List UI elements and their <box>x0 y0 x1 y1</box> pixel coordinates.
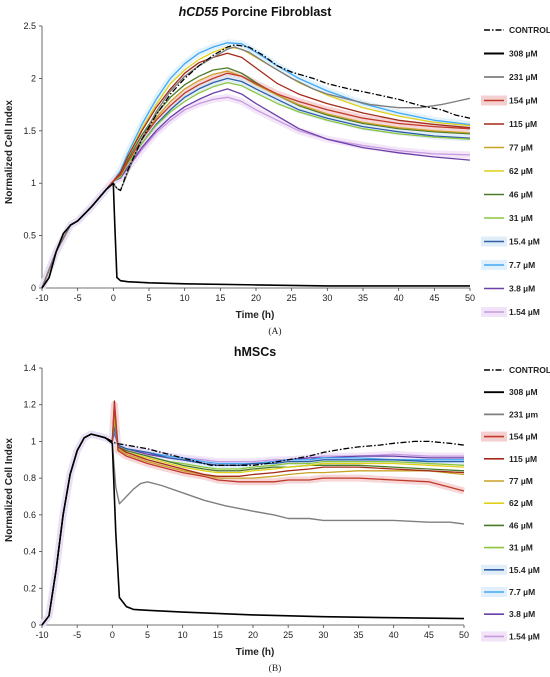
chart-b-legend-label: 1.54 µM <box>509 631 540 641</box>
chart-b-legend-label: 308 µM <box>509 387 538 397</box>
chart-a-x-axis-label: Time (h) <box>236 310 275 321</box>
chart-b-y-tick-label: 1 <box>31 436 36 446</box>
chart-a-x-tick-label: 20 <box>251 293 261 303</box>
chart-b-legend-label: 77 µM <box>509 476 533 486</box>
chart-b-y-tick-label: 0.4 <box>23 547 36 557</box>
chart-b-legend-label: 154 µM <box>509 432 538 442</box>
chart-b-x-tick-label: 15 <box>213 630 223 640</box>
chart-b-x-tick-label: 35 <box>353 630 363 640</box>
chart-a-legend-label: 154 µM <box>509 96 538 106</box>
chart-b-x-tick-label: 30 <box>318 630 328 640</box>
chart-b-legend-label: 115 µM <box>509 454 537 464</box>
chart-a-legend-label: 3.8 µM <box>509 284 535 294</box>
chart-a-x-tick-label: 50 <box>465 293 475 303</box>
chart-b-legend-label: 31 µM <box>509 543 533 553</box>
chart-a-legend-label: 46 µM <box>509 190 533 200</box>
chart-b-legend-label: 3.8 µM <box>509 609 535 619</box>
chart-b-x-tick-label: 20 <box>248 630 258 640</box>
chart-a-series-halo <box>38 39 471 290</box>
chart-a-x-tick-label: 5 <box>146 293 151 303</box>
chart-a-y-tick-label: 1.5 <box>23 126 36 136</box>
chart-a-x-tick-label: 40 <box>394 293 404 303</box>
chart-b-y-tick-label: 0 <box>31 620 36 630</box>
chart-b-x-tick-label: -10 <box>35 630 48 640</box>
chart-a-svg: hCD55 Porcine Fibroblast Time (h) Normal… <box>4 5 550 337</box>
chart-a-series-group <box>38 39 471 290</box>
chart-a-x-tick-label: -10 <box>35 293 48 303</box>
chart-a-x-tick-label: 15 <box>215 293 225 303</box>
chart-a-x-tick-label: 10 <box>180 293 190 303</box>
chart-a-series-line <box>41 44 471 289</box>
chart-b-x-tick-label: 40 <box>389 630 399 640</box>
chart-a-y-tick-label: 2 <box>31 73 36 83</box>
chart-b-legend-label: 7.7 µM <box>509 587 535 597</box>
chart-a-legend-label: 31 µM <box>509 213 533 223</box>
chart-b-panel-label: (B) <box>269 663 282 674</box>
chart-b-legend-label: 46 µM <box>509 520 533 530</box>
chart-b-y-tick-label: 0.8 <box>23 473 36 483</box>
chart-a-x-tick-label: 35 <box>358 293 368 303</box>
chart-b-x-tick-label: 5 <box>145 630 150 640</box>
chart-a-panel-label: (A) <box>268 326 281 337</box>
chart-a-title: hCD55 Porcine Fibroblast <box>179 5 333 19</box>
chart-b-x-tick-label: -5 <box>73 630 81 640</box>
chart-b-y-tick-label: 1.4 <box>23 363 36 373</box>
chart-a-legend-label: 77 µM <box>509 143 533 153</box>
chart-b-series-line <box>41 413 465 626</box>
chart-b-x-tick-label: 45 <box>424 630 434 640</box>
chart-b-x-tick-label: 25 <box>283 630 293 640</box>
chart-a-legend-label: 115 µM <box>509 119 537 129</box>
chart-b-legend-label: 231 µm <box>509 409 538 419</box>
chart-a-legend-label: 62 µM <box>509 166 533 176</box>
chart-b-x-tick-label: 10 <box>178 630 188 640</box>
chart-b-series-line <box>41 411 465 626</box>
chart-b-y-tick-label: 1.2 <box>23 400 36 410</box>
chart-a-series-halo <box>38 69 471 290</box>
chart-a-x-tick-label: 45 <box>429 293 439 303</box>
chart-b-x-tick-label: 0 <box>110 630 115 640</box>
chart-a-x-tick-label: -5 <box>74 293 82 303</box>
chart-b-legend: CONTROL 308 µM 231 µm 154 µM 115 µM 77 µM 62 µ… <box>481 365 550 642</box>
chart-a-series-line <box>41 42 471 289</box>
chart-b-series-line <box>41 418 465 626</box>
chart-a-series-line <box>41 182 470 289</box>
chart-a-y-tick-label: 1 <box>31 178 36 188</box>
chart-b-y-axis-label: Normalized Cell Index <box>4 438 15 542</box>
chart-a-x-tick-label: 25 <box>287 293 297 303</box>
chart-b-series-group <box>39 400 465 628</box>
chart-b-title: hMSCs <box>234 345 276 359</box>
chart-a-y-tick-label: 0.5 <box>23 231 36 241</box>
chart-b-y-tick-label: 0.6 <box>23 510 36 520</box>
chart-a-x-tick-label: 30 <box>322 293 332 303</box>
chart-panel-a: hCD55 Porcine Fibroblast Time (h) Normal… <box>4 5 550 337</box>
chart-b-legend-label: 62 µM <box>509 498 533 508</box>
chart-a-legend-label: 308 µM <box>509 49 538 59</box>
chart-a-y-axis-label: Normalized Cell Index <box>4 100 15 204</box>
chart-b-svg: hMSCs Time (h) Normalized Cell Index (B)… <box>4 345 550 674</box>
chart-b-legend-label: CONTROL <box>509 365 550 375</box>
chart-a-legend-label: 1.54 µM <box>509 307 540 317</box>
chart-b-x-axis-label: Time (h) <box>236 647 275 658</box>
chart-b-legend-label: 15.4 µM <box>509 565 540 575</box>
chart-b-series-line <box>41 433 465 626</box>
chart-a-y-tick-label: 0 <box>31 283 36 293</box>
chart-a-legend: CONTROL 308 µM 231 µM 154 µM 115 µM 77 µM 62 µ… <box>481 25 550 317</box>
chart-a-legend-label: CONTROL <box>509 25 550 35</box>
chart-b-x-tick-label: 50 <box>459 630 469 640</box>
chart-a-x-tick-label: 0 <box>111 293 116 303</box>
chart-a-series-line <box>41 72 471 289</box>
chart-b-y-tick-label: 0.2 <box>23 583 36 593</box>
chart-a-legend-label: 231 µM <box>509 72 538 82</box>
chart-a-series-line <box>41 67 471 289</box>
chart-a-legend-label: 15.4 µM <box>509 237 540 247</box>
chart-a-y-tick-label: 2.5 <box>23 21 36 31</box>
chart-panel-b: hMSCs Time (h) Normalized Cell Index (B)… <box>0 340 550 677</box>
chart-a-legend-label: 7.7 µM <box>509 260 535 270</box>
